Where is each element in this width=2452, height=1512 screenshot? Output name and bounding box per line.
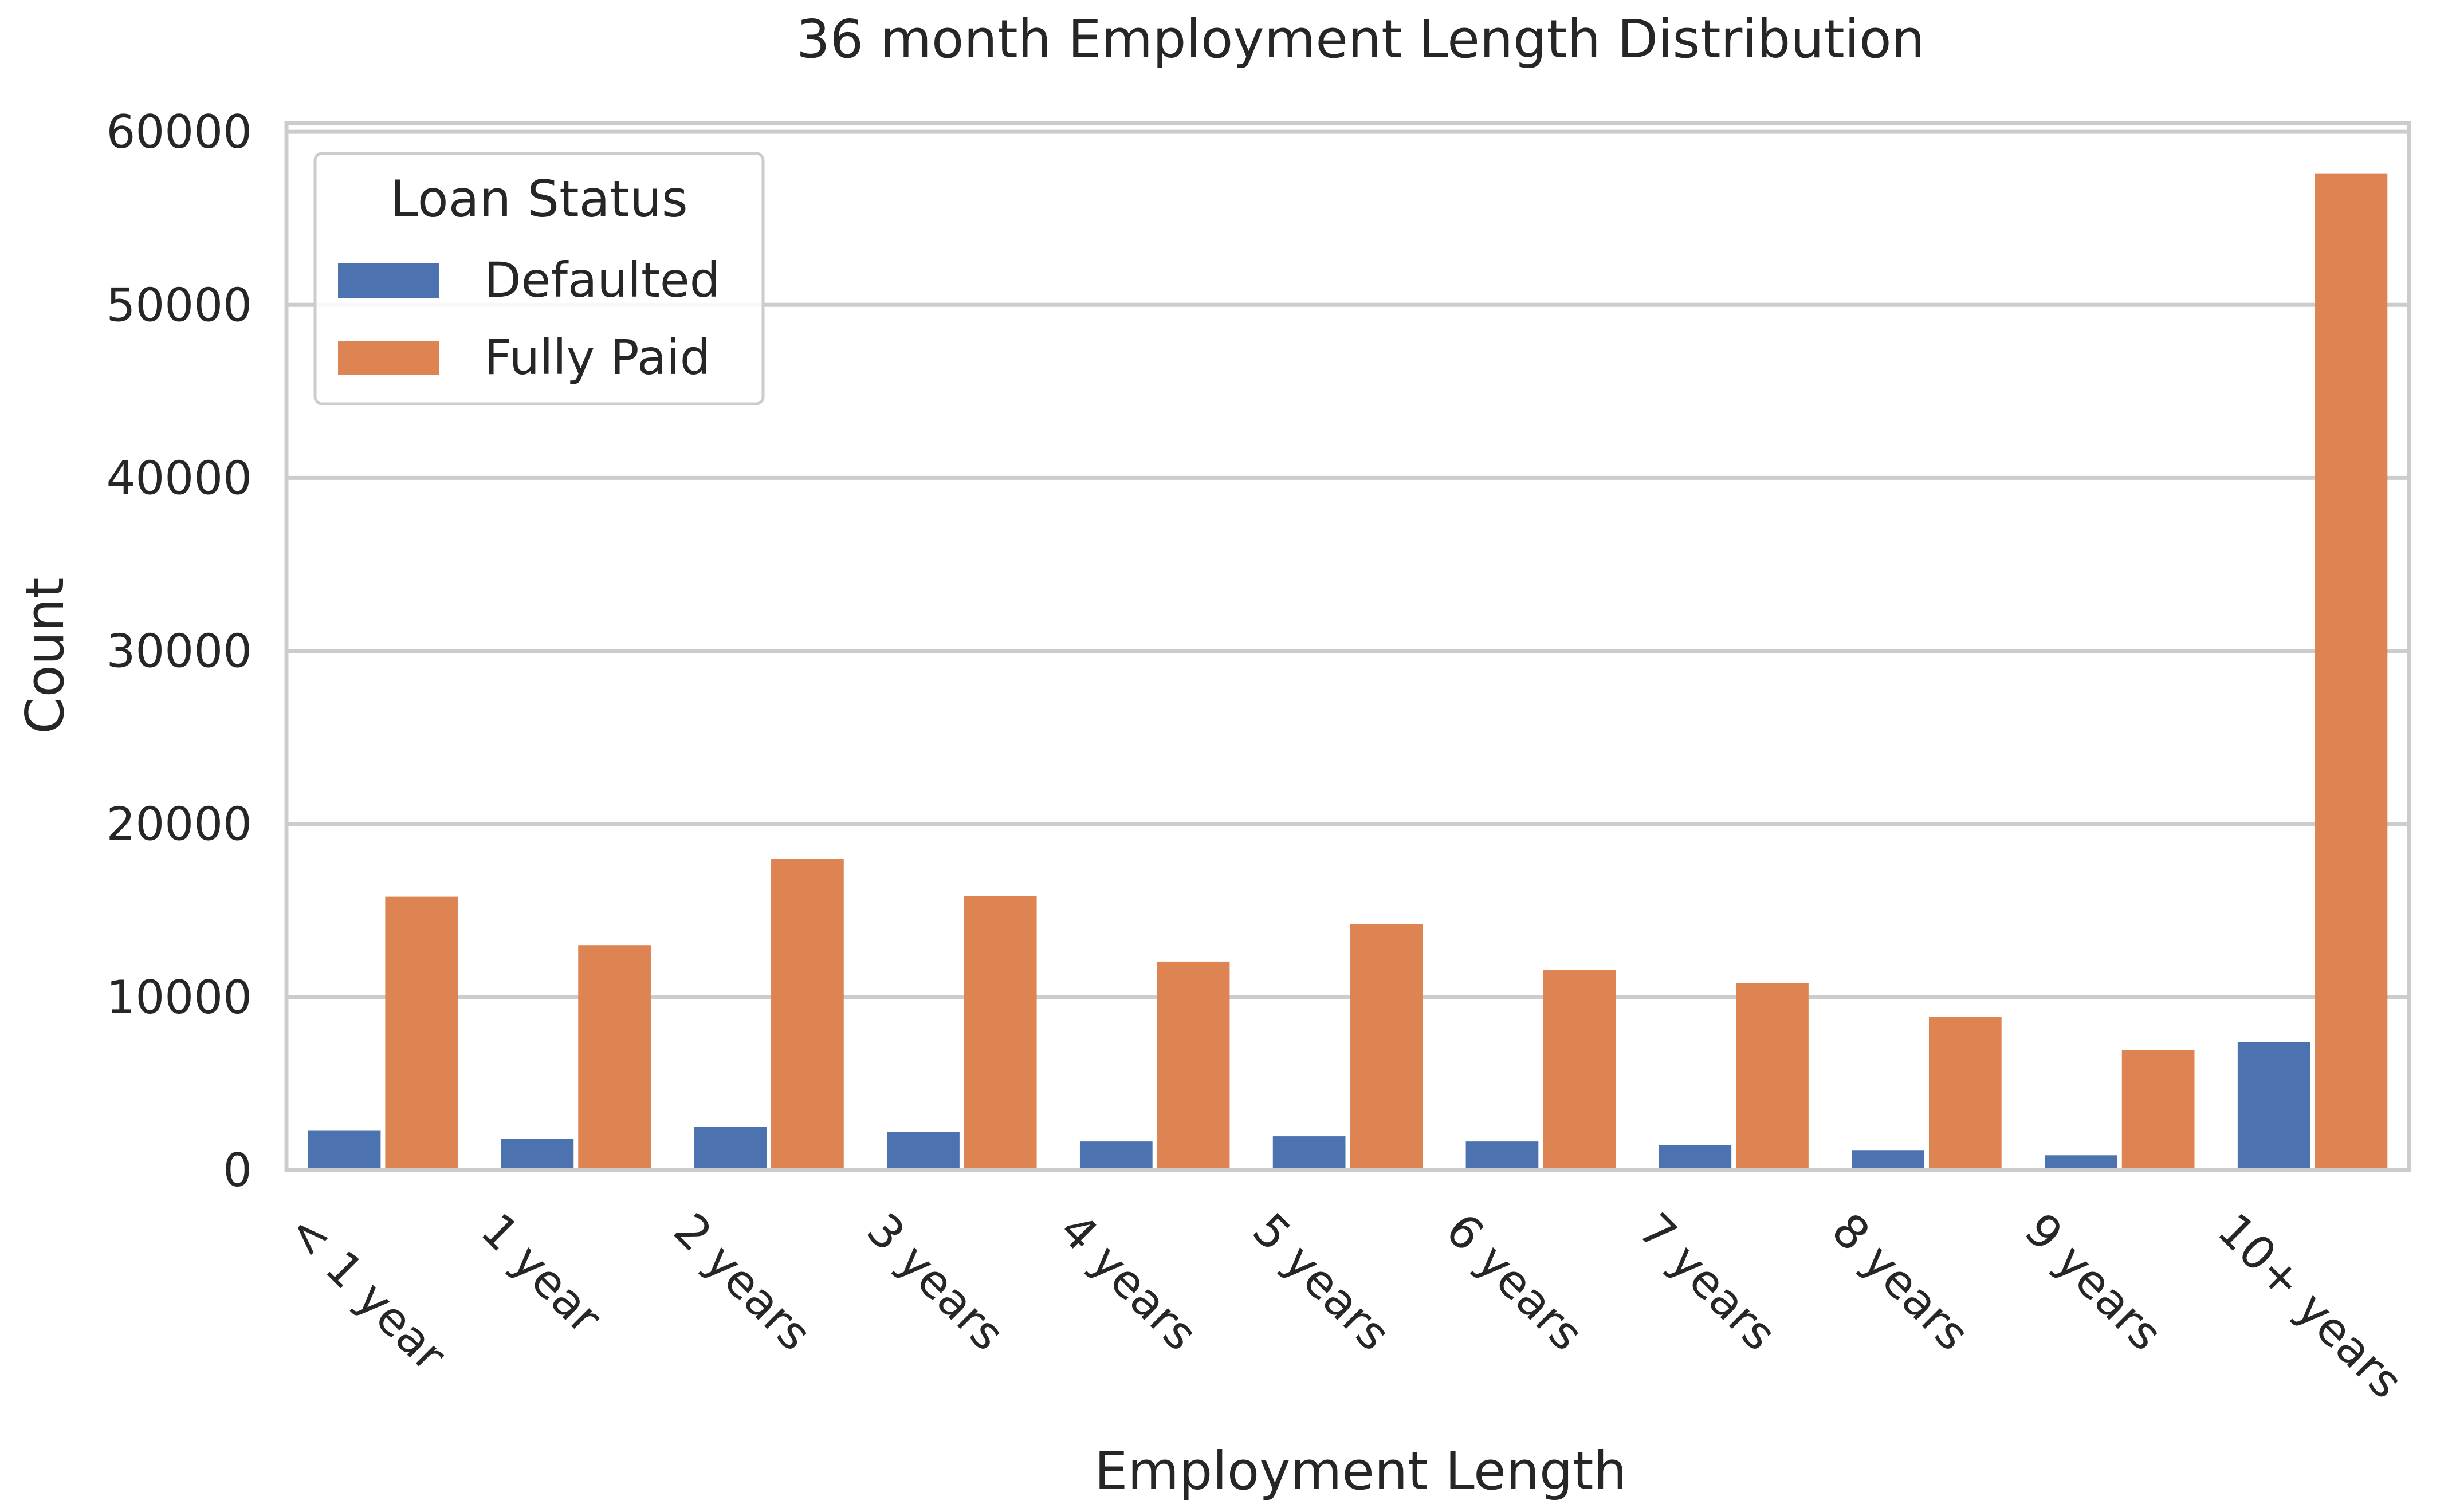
- legend-label-defaulted: Defaulted: [484, 252, 720, 308]
- bar-defaulted-8: [1852, 1150, 1924, 1170]
- y-tick-label: 20000: [107, 798, 253, 851]
- bar-defaulted-0: [308, 1130, 381, 1170]
- bar-fully-paid-3: [964, 896, 1037, 1170]
- bars: [308, 173, 2388, 1170]
- chart-title: 36 month Employment Length Distribution: [796, 9, 1925, 70]
- bar-defaulted-9: [2045, 1155, 2117, 1170]
- bar-fully-paid-10: [2315, 173, 2388, 1170]
- y-tick-label: 10000: [107, 971, 253, 1024]
- bar-defaulted-5: [1272, 1136, 1346, 1170]
- legend-title: Loan Status: [390, 170, 687, 229]
- plot-frame: [284, 121, 2411, 1172]
- x-axis-label: Employment Length: [1094, 1440, 1627, 1502]
- bar-fully-paid-2: [771, 859, 844, 1170]
- y-tick-label: 40000: [107, 451, 253, 505]
- bar-fully-paid-1: [578, 945, 651, 1170]
- y-tick-label: 0: [223, 1144, 252, 1197]
- bar-fully-paid-5: [1350, 924, 1423, 1170]
- bar-defaulted-10: [2237, 1042, 2310, 1170]
- y-tick-label: 50000: [107, 278, 253, 332]
- bar-defaulted-4: [1079, 1141, 1153, 1170]
- bar-defaulted-7: [1659, 1145, 1732, 1170]
- bar-defaulted-6: [1465, 1141, 1539, 1170]
- legend: Loan Status Defaulted Fully Paid: [313, 152, 765, 405]
- bar-defaulted-2: [694, 1127, 767, 1170]
- bar-fully-paid-7: [1736, 983, 1809, 1170]
- bar-fully-paid-6: [1543, 970, 1616, 1170]
- legend-swatch-defaulted: [338, 263, 439, 298]
- legend-swatch-fully-paid: [338, 341, 439, 375]
- legend-label-fully-paid: Fully Paid: [484, 329, 710, 385]
- y-tick-label: 30000: [107, 625, 253, 678]
- y-axis-ticks: 0 10000 20000 30000 40000 50000 60000: [107, 105, 253, 1197]
- y-axis-label: Count: [14, 577, 76, 734]
- bar-defaulted-1: [501, 1139, 574, 1170]
- plot-area: [284, 121, 2411, 1172]
- bar-fully-paid-9: [2121, 1050, 2195, 1170]
- y-tick-label: 60000: [107, 105, 253, 159]
- bar-fully-paid-0: [385, 896, 458, 1170]
- bar-defaulted-3: [887, 1132, 960, 1170]
- bar-fully-paid-4: [1157, 961, 1230, 1170]
- bar-fully-paid-8: [1928, 1017, 2002, 1170]
